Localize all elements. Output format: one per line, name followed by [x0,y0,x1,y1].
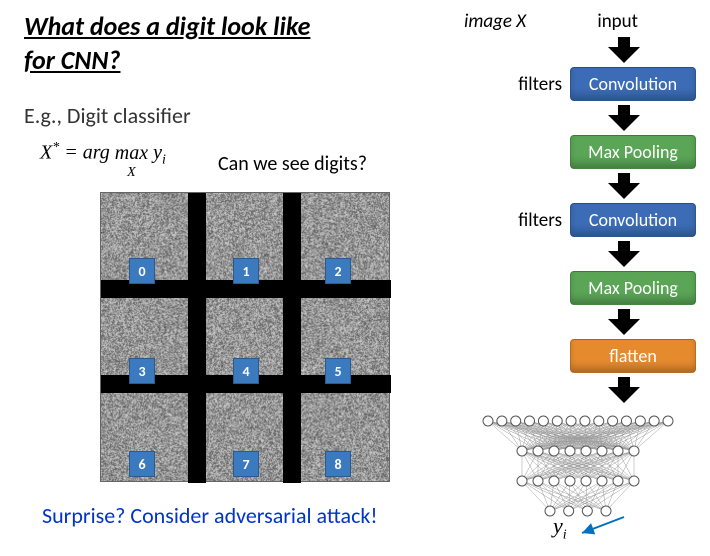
cnn-layer-row: Max Pooling [460,271,696,305]
image-x-label: image X [464,10,526,33]
digit-cell-label: 6 [129,451,155,477]
cnn-layer-row: filters Convolution [460,67,696,101]
footer-note: Surprise? Consider adversarial attack! [42,502,378,529]
digit-cell-label: 4 [233,358,259,384]
grid-vbar [188,193,206,483]
cnn-layer-box: flatten [570,339,696,373]
eq-sub: i [162,153,166,168]
output-yi-label: yi [553,513,567,543]
input-labels: image X input [460,10,696,37]
grid-vbar [283,193,301,483]
digit-cell-label: 0 [129,258,155,284]
input-label: input [597,10,692,33]
title-line-2: for CNN? [24,44,120,76]
digit-grid-image: 0 1 2 3 4 5 6 7 8 [100,192,390,482]
arrow-down-icon [604,105,644,131]
digit-cell-label: 1 [233,258,259,284]
eq-max: maxX [115,142,148,165]
cnn-layer-box: Max Pooling [570,135,696,169]
arrow-down-icon [604,173,644,199]
digit-cell-label: 8 [325,451,351,477]
cnn-layer-box: Max Pooling [570,271,696,305]
digit-cell-label: 5 [325,358,351,384]
eq-eq: = arg [59,142,115,164]
grid-lines [101,193,389,481]
arrow-down-icon [604,37,644,63]
filters-label: filters [518,209,562,232]
slide-title: What does a digit look like for CNN? [24,10,310,78]
neural-network-diagram [460,407,696,527]
cnn-layer-row: flatten [460,339,696,373]
question-text: Can we see digits? [218,152,367,176]
eq-rhs: y [148,142,162,164]
arrow-down-icon [604,241,644,267]
nn-svg [460,407,696,527]
digit-cell-label: 2 [325,258,351,284]
title-line-1: What does a digit look like [24,10,310,42]
blue-arrow-icon [576,513,628,541]
cnn-layer-box: Convolution [570,67,696,101]
cnn-layer-box: Convolution [570,203,696,237]
filters-label: filters [518,73,562,96]
cnn-architecture-column: image X input filters Convolution Max Pool… [460,10,696,527]
digit-cell-label: 3 [129,358,155,384]
arrow-down-icon [604,377,644,403]
digit-cell-label: 7 [233,451,259,477]
eq-lhs: X [40,142,52,164]
cnn-layer-row: Max Pooling [460,135,696,169]
cnn-layer-row: filters Convolution [460,203,696,237]
subtitle: E.g., Digit classifier [24,102,191,129]
arrow-down-icon [604,309,644,335]
argmax-equation: X* = arg maxX yi [40,140,166,169]
